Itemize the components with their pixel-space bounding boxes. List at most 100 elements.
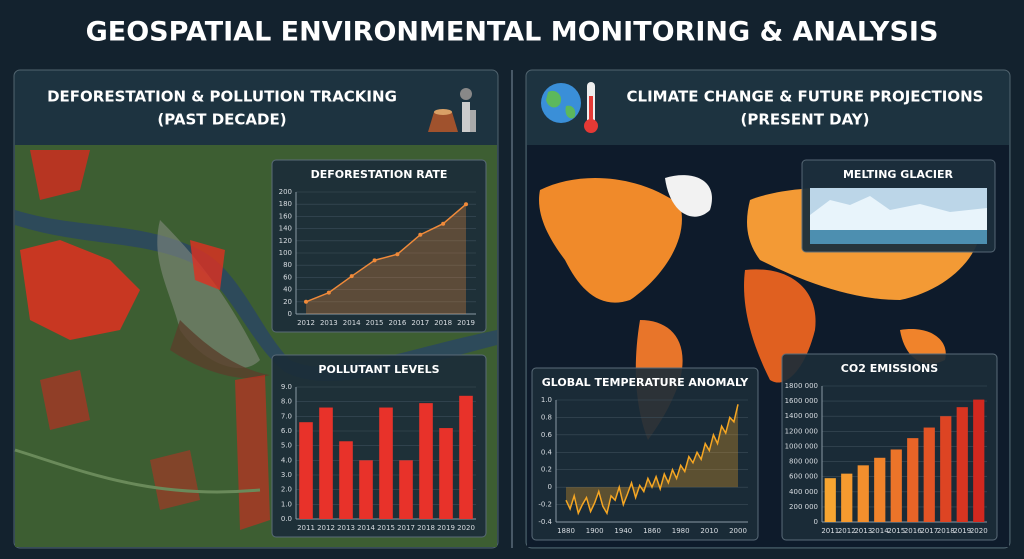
point [326, 290, 331, 295]
stump-icon [428, 88, 476, 132]
y-tick-label: 1800 000 [785, 382, 818, 390]
x-tick-label: 2011 [297, 524, 315, 532]
x-tick-label: 2015 [366, 319, 384, 327]
y-tick-label: 3.0 [281, 471, 292, 479]
bar [339, 441, 353, 519]
bar [874, 457, 886, 522]
y-tick-label: 6.0 [281, 427, 292, 435]
page-title: GEOSPATIAL ENVIRONMENTAL MONITORING & AN… [86, 17, 939, 48]
y-tick-label: -0.4 [538, 518, 552, 526]
point [349, 274, 354, 279]
x-tick-label: 2018 [937, 527, 955, 535]
chart-title: CO2 EMISSIONS [841, 362, 938, 375]
y-tick-label: 20 [283, 298, 292, 306]
globe-icon [541, 82, 598, 133]
line [565, 404, 739, 516]
y-tick-label: 1400 000 [785, 412, 818, 420]
y-tick-label: 120 [279, 237, 292, 245]
y-tick-label: 8.0 [281, 398, 292, 406]
bar [890, 449, 902, 522]
y-tick-label: 7.0 [281, 412, 292, 420]
bar [956, 407, 968, 522]
y-tick-label: -0.2 [538, 501, 552, 509]
y-tick-label: 100 [279, 249, 292, 257]
x-tick-label: 2015 [377, 524, 395, 532]
y-tick-label: 0 [548, 483, 552, 491]
x-tick-label: 2000 [729, 527, 747, 535]
y-tick-label: 200 000 [789, 503, 818, 511]
y-tick-label: 0 [288, 310, 292, 318]
x-tick-label: 2019 [457, 319, 475, 327]
y-tick-label: 180 [279, 200, 292, 208]
glacier-label: MELTING GLACIER [843, 168, 954, 181]
y-tick-label: 2.0 [281, 486, 292, 494]
x-tick-label: 2016 [389, 319, 407, 327]
x-tick-label: 1900 [586, 527, 604, 535]
y-tick-label: 4.0 [281, 456, 292, 464]
bar [319, 407, 333, 519]
x-tick-label: 2013 [337, 524, 355, 532]
point [304, 299, 308, 304]
panel-title: DEFORESTATION & POLLUTION TRACKING [47, 88, 397, 106]
panel-subtitle: (PAST DECADE) [157, 111, 286, 129]
y-tick-label: 0 [814, 518, 818, 526]
bar [841, 473, 853, 522]
x-tick-label: 2012 [838, 527, 856, 535]
bar [940, 416, 952, 522]
bar [419, 403, 433, 519]
y-tick-label: 200 [279, 188, 292, 196]
x-tick-label: 1940 [614, 527, 632, 535]
area [566, 404, 738, 514]
chart-title: DEFORESTATION RATE [311, 168, 448, 181]
x-tick-label: 2017 [411, 319, 429, 327]
x-tick-label: 2010 [700, 527, 718, 535]
chart-title: POLLUTANT LEVELS [318, 363, 439, 376]
glacier-box: MELTING GLACIER [801, 159, 996, 253]
panel-title: CLIMATE CHANGE & FUTURE PROJECTIONS [627, 88, 984, 106]
x-tick-label: 2011 [821, 527, 839, 535]
y-tick-label: 80 [283, 261, 292, 269]
x-tick-label: 1980 [672, 527, 690, 535]
y-tick-label: 600 000 [789, 473, 818, 481]
x-tick-label: 1860 [643, 527, 661, 535]
area [306, 204, 466, 314]
x-tick-label: 2020 [457, 524, 475, 532]
point [372, 258, 377, 263]
x-tick-label: 1880 [557, 527, 575, 535]
point [464, 202, 468, 207]
y-tick-label: 0.8 [541, 413, 552, 421]
x-tick-label: 2018 [434, 319, 452, 327]
y-tick-label: 140 [279, 225, 292, 233]
y-tick-label: 9.0 [281, 383, 292, 391]
bar [299, 422, 313, 519]
y-tick-label: 800 000 [789, 458, 818, 466]
x-tick-label: 2019 [953, 527, 971, 535]
x-tick-label: 2012 [297, 319, 315, 327]
bar [459, 395, 473, 519]
x-tick-label: 2014 [357, 524, 375, 532]
bar [973, 399, 985, 522]
x-tick-label: 2019 [437, 524, 455, 532]
y-tick-label: 160 [279, 212, 292, 220]
x-tick-label: 2017 [397, 524, 415, 532]
y-tick-label: 1200 000 [785, 427, 818, 435]
bar [379, 407, 393, 519]
y-tick-label: 40 [283, 286, 292, 294]
x-tick-label: 2013 [320, 319, 338, 327]
y-tick-label: 1600 000 [785, 397, 818, 405]
point [441, 221, 446, 226]
bar [399, 460, 413, 519]
y-tick-label: 400 000 [789, 488, 818, 496]
bar [824, 478, 836, 522]
line [305, 203, 467, 303]
x-tick-label: 2017 [920, 527, 938, 535]
bar [439, 428, 453, 519]
bar [923, 427, 935, 522]
y-tick-label: 60 [283, 273, 292, 281]
bar [907, 438, 919, 522]
x-tick-label: 2018 [417, 524, 435, 532]
x-tick-label: 2014 [871, 527, 889, 535]
chart-box [271, 159, 487, 333]
x-tick-label: 2013 [854, 527, 872, 535]
